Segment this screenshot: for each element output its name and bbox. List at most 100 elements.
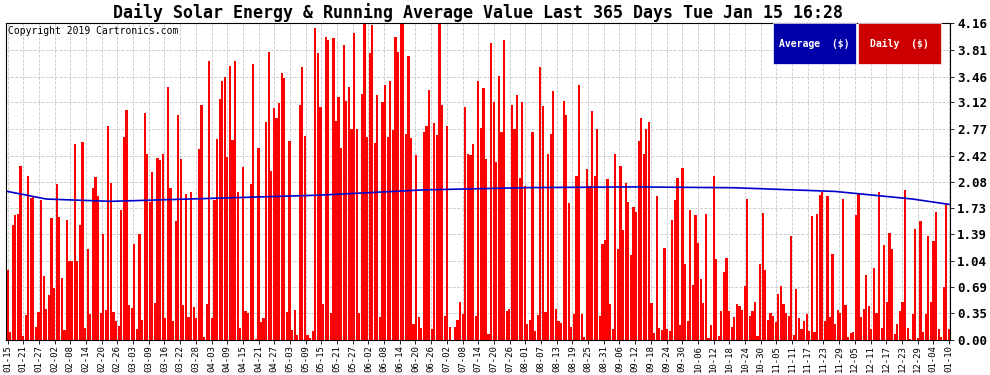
Bar bbox=[896, 324, 898, 340]
Bar bbox=[633, 207, 635, 340]
Bar bbox=[645, 129, 647, 340]
Bar bbox=[115, 321, 117, 340]
Bar bbox=[193, 307, 195, 340]
Bar bbox=[17, 214, 19, 340]
Bar bbox=[148, 202, 150, 340]
Bar bbox=[472, 144, 474, 340]
Bar bbox=[376, 94, 378, 340]
Bar bbox=[237, 192, 239, 340]
Bar bbox=[180, 159, 182, 340]
Bar bbox=[933, 242, 935, 340]
Bar bbox=[666, 329, 668, 340]
Bar bbox=[136, 328, 138, 340]
Bar bbox=[599, 316, 601, 340]
Bar bbox=[938, 328, 940, 340]
Bar bbox=[92, 188, 94, 340]
Bar bbox=[35, 327, 37, 340]
Bar bbox=[493, 102, 495, 340]
Bar bbox=[444, 316, 446, 340]
Bar bbox=[459, 302, 461, 340]
Bar bbox=[208, 61, 210, 340]
Bar bbox=[469, 155, 471, 340]
Bar bbox=[100, 313, 102, 340]
Bar bbox=[134, 244, 136, 340]
Bar bbox=[338, 97, 340, 340]
Bar bbox=[397, 53, 399, 340]
Bar bbox=[453, 327, 456, 340]
Bar bbox=[159, 160, 161, 340]
Bar bbox=[746, 199, 748, 340]
Bar bbox=[829, 317, 832, 340]
Bar bbox=[827, 196, 829, 340]
Bar bbox=[242, 166, 244, 340]
Bar bbox=[777, 294, 779, 340]
Bar bbox=[835, 324, 837, 340]
Bar bbox=[66, 219, 68, 340]
Bar bbox=[844, 305, 846, 340]
Bar bbox=[508, 309, 511, 340]
Bar bbox=[420, 328, 423, 340]
Bar bbox=[867, 306, 870, 340]
Bar bbox=[55, 184, 57, 340]
Bar bbox=[265, 122, 267, 340]
Bar bbox=[596, 129, 598, 340]
Bar bbox=[721, 312, 723, 340]
Bar bbox=[534, 331, 537, 340]
Bar bbox=[726, 258, 728, 340]
Bar bbox=[185, 194, 187, 340]
Bar bbox=[689, 210, 691, 340]
Bar bbox=[739, 306, 741, 340]
Bar bbox=[58, 217, 60, 340]
Bar bbox=[350, 129, 352, 340]
Bar bbox=[549, 134, 551, 340]
Bar bbox=[625, 183, 627, 340]
Bar bbox=[216, 139, 218, 340]
Bar bbox=[327, 39, 330, 340]
Bar bbox=[161, 154, 163, 340]
Bar bbox=[723, 272, 725, 340]
Bar bbox=[907, 328, 909, 340]
Bar bbox=[734, 317, 736, 340]
Bar bbox=[873, 268, 875, 340]
Bar bbox=[48, 295, 50, 340]
Bar bbox=[547, 154, 549, 340]
Bar bbox=[224, 77, 226, 340]
Bar bbox=[925, 314, 927, 340]
Bar bbox=[500, 132, 503, 340]
Bar bbox=[914, 228, 917, 340]
Bar bbox=[942, 286, 944, 340]
Bar bbox=[333, 38, 335, 340]
Bar bbox=[773, 23, 856, 64]
Bar bbox=[174, 220, 177, 340]
Bar bbox=[358, 313, 360, 340]
Bar bbox=[485, 159, 487, 340]
Bar bbox=[71, 261, 73, 340]
Bar bbox=[764, 270, 766, 340]
Bar bbox=[363, 23, 365, 340]
Bar bbox=[532, 132, 534, 340]
Bar bbox=[439, 23, 441, 340]
Bar bbox=[147, 154, 148, 340]
Bar bbox=[628, 202, 630, 340]
Bar bbox=[917, 338, 919, 340]
Bar bbox=[139, 234, 141, 340]
Bar bbox=[570, 327, 572, 340]
Bar bbox=[384, 85, 386, 340]
Bar bbox=[304, 136, 306, 340]
Bar bbox=[371, 26, 373, 340]
Bar bbox=[490, 43, 492, 340]
Bar bbox=[498, 76, 500, 340]
Bar bbox=[14, 215, 17, 340]
Bar bbox=[806, 315, 808, 340]
Bar bbox=[368, 54, 370, 340]
Bar bbox=[400, 23, 402, 340]
Bar bbox=[653, 333, 655, 340]
Bar bbox=[854, 215, 857, 340]
Bar bbox=[20, 166, 22, 340]
Bar bbox=[128, 305, 130, 340]
Bar bbox=[68, 261, 70, 340]
Bar bbox=[309, 339, 311, 340]
Bar bbox=[521, 102, 524, 340]
Bar bbox=[516, 95, 518, 340]
Bar bbox=[506, 311, 508, 340]
